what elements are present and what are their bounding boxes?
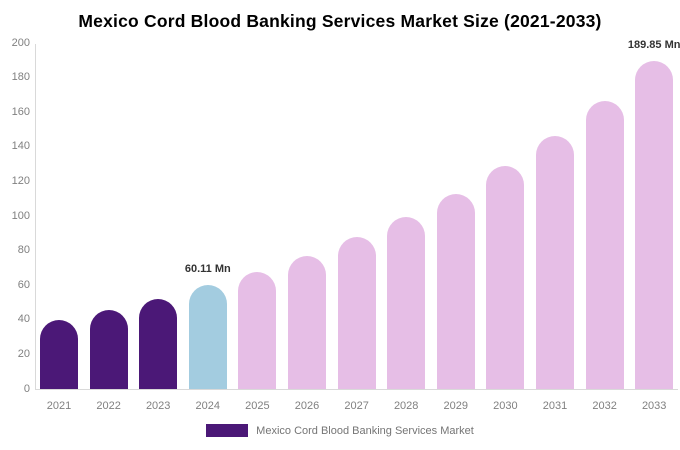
x-axis-label-2027: 2027 [344, 400, 369, 412]
bar-2023[interactable] [139, 299, 178, 389]
bar-2027[interactable] [337, 236, 376, 389]
y-axis-line [35, 44, 36, 389]
y-axis-tick-label: 0 [23, 382, 30, 395]
y-axis-tick-label: 180 [11, 71, 30, 84]
y-axis-tick-label: 200 [11, 36, 30, 49]
bar-2021[interactable] [40, 319, 78, 389]
y-axis-tick-label: 100 [11, 209, 30, 222]
x-axis-label-2021: 2021 [46, 400, 72, 412]
y-axis-tick-label: 120 [11, 174, 30, 187]
bar-2032[interactable] [585, 100, 624, 389]
x-axis-label-2026: 2026 [294, 400, 320, 412]
bar-2031[interactable] [536, 136, 574, 389]
legend-swatch [206, 424, 249, 437]
y-axis-tick-label: 160 [11, 105, 30, 118]
bar-2025[interactable] [238, 272, 277, 389]
x-axis-label-2031: 2031 [542, 400, 568, 412]
y-axis-tick-label: 40 [17, 313, 30, 326]
x-axis-label-2022: 2022 [96, 400, 121, 412]
x-axis-label-2024: 2024 [195, 400, 221, 412]
y-axis-tick-label: 140 [11, 140, 30, 153]
bar-2026[interactable] [288, 255, 326, 389]
bar-2024[interactable] [188, 285, 227, 389]
y-axis-tick-label: 20 [17, 347, 30, 360]
bar-2022[interactable] [89, 310, 128, 389]
x-axis-label-2032: 2032 [592, 400, 617, 412]
x-axis-label-2030: 2030 [493, 400, 518, 412]
legend-label: Mexico Cord Blood Banking Services Marke… [256, 424, 474, 437]
bar-2030[interactable] [486, 165, 525, 389]
x-axis-label-2028: 2028 [393, 400, 419, 412]
y-axis-tick-label: 80 [17, 244, 30, 257]
x-axis-label-2025: 2025 [245, 400, 270, 412]
value-annotation-2024: 60.11 Mn [184, 263, 231, 275]
x-axis-label-2033: 2033 [641, 400, 667, 412]
y-axis-tick-label: 60 [17, 278, 30, 291]
bar-2028[interactable] [387, 216, 426, 389]
x-axis-label-2023: 2023 [145, 400, 171, 412]
x-axis-line [35, 389, 678, 390]
legend[interactable]: Mexico Cord Blood Banking Services Marke… [0, 424, 680, 437]
value-annotation-2033: 189.85 Mn [627, 38, 680, 51]
chart-title: Mexico Cord Blood Banking Services Marke… [78, 11, 602, 31]
bar-2033[interactable] [635, 60, 674, 389]
bar-2029[interactable] [436, 194, 475, 389]
x-axis-label-2029: 2029 [443, 400, 469, 412]
